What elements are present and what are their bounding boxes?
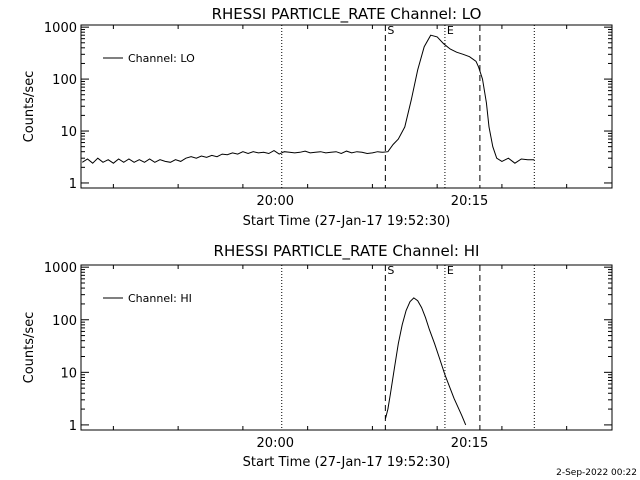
x-tick-label: 20:00	[257, 436, 294, 451]
y-axis-label: Counts/sec	[22, 71, 37, 143]
x-tick-label: 20:15	[451, 436, 488, 451]
x-tick-label: 20:00	[257, 194, 294, 209]
marker-label: E	[447, 264, 454, 277]
plot-frame	[80, 264, 613, 431]
x-axis-label: Start Time (27-Jan-17 19:52:30)	[243, 455, 451, 470]
y-tick-label: 1000	[44, 21, 77, 36]
y-tick-label: 100	[52, 73, 77, 88]
chart-title: RHESSI PARTICLE_RATE Channel: HI	[214, 242, 480, 261]
marker-label: S	[387, 24, 394, 37]
series-line	[384, 297, 467, 426]
y-axis-label: Counts/sec	[22, 312, 37, 384]
legend-label: Channel: HI	[128, 292, 192, 305]
y-tick-label: 100	[52, 314, 77, 329]
y-tick-label: 10	[60, 125, 77, 140]
x-tick-label: 20:15	[451, 194, 488, 209]
chart-title: RHESSI PARTICLE_RATE Channel: LO	[212, 5, 482, 24]
y-tick-label: 1	[69, 177, 77, 192]
footer-timestamp: 2-Sep-2022 00:22	[556, 468, 637, 478]
plot-frame	[80, 24, 613, 189]
marker-label: E	[447, 24, 454, 37]
panel-lo: RHESSI PARTICLE_RATE Channel: LO 20:00 20:…	[22, 5, 613, 229]
y-tick-label: 10	[60, 366, 77, 381]
y-tick-label: 1	[69, 419, 77, 434]
y-tick-label: 1000	[44, 261, 77, 276]
panel-hi: RHESSI PARTICLE_RATE Channel: HI 20:00 20:…	[22, 242, 613, 470]
x-axis-label: Start Time (27-Jan-17 19:52:30)	[243, 214, 451, 229]
legend-label: Channel: LO	[128, 52, 195, 65]
marker-label: S	[387, 264, 394, 277]
series-line	[82, 34, 535, 164]
